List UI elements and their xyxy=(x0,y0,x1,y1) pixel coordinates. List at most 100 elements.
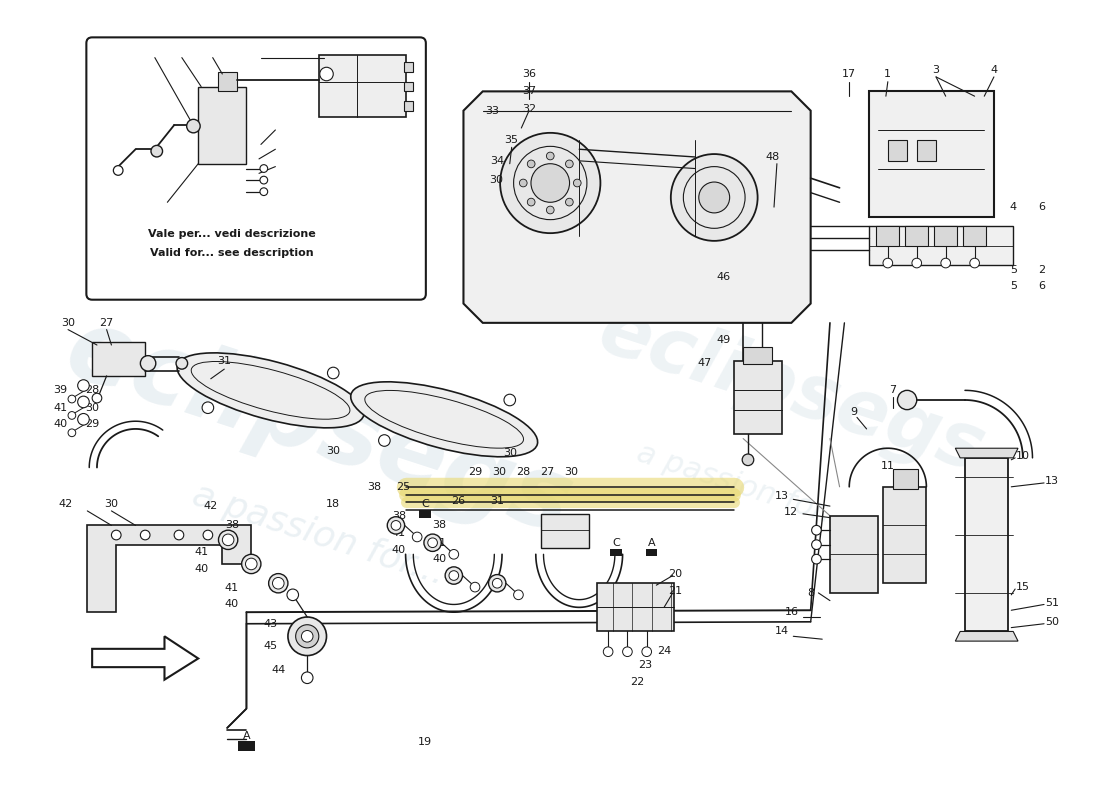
Text: 50: 50 xyxy=(1045,617,1059,627)
Text: 23: 23 xyxy=(638,660,652,670)
Circle shape xyxy=(547,152,554,160)
Circle shape xyxy=(527,160,535,168)
Text: 13: 13 xyxy=(774,491,789,502)
Bar xyxy=(319,54,406,118)
Circle shape xyxy=(603,647,613,657)
Circle shape xyxy=(113,166,123,175)
Text: 14: 14 xyxy=(774,626,789,637)
Circle shape xyxy=(812,540,822,550)
Circle shape xyxy=(527,198,535,206)
Text: 30: 30 xyxy=(564,467,579,478)
Text: 28: 28 xyxy=(85,386,99,395)
Text: 10: 10 xyxy=(155,198,169,207)
Text: 11: 11 xyxy=(206,46,220,56)
Text: 7: 7 xyxy=(257,46,264,56)
Circle shape xyxy=(428,538,438,547)
Text: C: C xyxy=(612,538,619,548)
Bar xyxy=(965,458,1009,631)
Circle shape xyxy=(449,550,459,559)
Text: 49: 49 xyxy=(717,335,732,346)
Text: 13: 13 xyxy=(1045,476,1059,486)
Text: 38: 38 xyxy=(392,510,406,521)
Text: 40: 40 xyxy=(224,599,239,610)
Ellipse shape xyxy=(351,382,538,457)
Circle shape xyxy=(260,165,267,172)
Circle shape xyxy=(287,589,298,601)
Circle shape xyxy=(912,258,922,268)
Polygon shape xyxy=(646,549,658,556)
Text: 4: 4 xyxy=(990,65,998,75)
Text: 21: 21 xyxy=(669,586,683,596)
Text: 15: 15 xyxy=(273,123,287,133)
Bar xyxy=(905,226,928,246)
Bar xyxy=(888,139,907,161)
Bar xyxy=(734,362,782,434)
Circle shape xyxy=(202,402,213,414)
Text: 29: 29 xyxy=(468,467,482,478)
Circle shape xyxy=(698,182,729,213)
Circle shape xyxy=(547,206,554,214)
Circle shape xyxy=(424,534,441,551)
Circle shape xyxy=(273,578,284,589)
Circle shape xyxy=(449,570,459,580)
Text: 7: 7 xyxy=(889,386,896,395)
Text: 27: 27 xyxy=(540,467,554,478)
Text: C: C xyxy=(421,499,429,509)
Circle shape xyxy=(288,617,327,655)
Text: 51: 51 xyxy=(1045,598,1059,607)
Text: 25: 25 xyxy=(397,482,410,492)
Bar xyxy=(404,62,414,72)
Circle shape xyxy=(812,526,822,535)
Circle shape xyxy=(242,554,261,574)
Circle shape xyxy=(68,395,76,403)
Text: 38: 38 xyxy=(224,520,239,530)
Circle shape xyxy=(111,530,121,540)
Text: 13: 13 xyxy=(147,46,162,56)
Circle shape xyxy=(68,411,76,419)
Circle shape xyxy=(392,521,400,530)
Circle shape xyxy=(519,179,527,187)
Text: 30: 30 xyxy=(104,499,119,509)
Bar xyxy=(934,226,957,246)
Circle shape xyxy=(141,356,156,371)
Text: 46: 46 xyxy=(717,271,730,282)
Text: 11: 11 xyxy=(881,461,894,470)
Circle shape xyxy=(68,429,76,437)
Text: 18: 18 xyxy=(327,499,340,509)
Text: 12: 12 xyxy=(175,46,189,56)
Circle shape xyxy=(387,517,405,534)
Text: 26: 26 xyxy=(452,496,465,506)
Circle shape xyxy=(565,160,573,168)
Text: 6: 6 xyxy=(1038,202,1046,212)
Text: 41: 41 xyxy=(392,528,406,538)
Text: 5: 5 xyxy=(1010,265,1016,274)
Circle shape xyxy=(78,396,89,408)
Bar xyxy=(404,82,414,91)
Text: 42: 42 xyxy=(204,501,218,511)
Text: 30: 30 xyxy=(503,448,517,458)
Circle shape xyxy=(204,530,212,540)
Bar xyxy=(404,101,414,110)
Text: 19: 19 xyxy=(418,738,432,747)
Bar xyxy=(596,583,673,631)
Circle shape xyxy=(378,434,390,446)
Text: 31: 31 xyxy=(491,496,504,506)
Circle shape xyxy=(883,258,892,268)
Text: 43: 43 xyxy=(264,618,277,629)
Circle shape xyxy=(141,530,150,540)
Text: 8: 8 xyxy=(807,588,814,598)
Text: 28: 28 xyxy=(516,467,530,478)
Text: 30: 30 xyxy=(327,446,340,456)
Polygon shape xyxy=(419,510,431,518)
Text: 41: 41 xyxy=(224,583,239,593)
Ellipse shape xyxy=(177,353,364,428)
Text: 33: 33 xyxy=(485,106,499,116)
Circle shape xyxy=(296,625,319,648)
Bar xyxy=(916,139,936,161)
Circle shape xyxy=(301,630,314,642)
Text: 36: 36 xyxy=(522,69,536,79)
Text: 39: 39 xyxy=(53,386,67,395)
Text: 48: 48 xyxy=(764,152,779,162)
Circle shape xyxy=(328,367,339,378)
Circle shape xyxy=(573,179,581,187)
